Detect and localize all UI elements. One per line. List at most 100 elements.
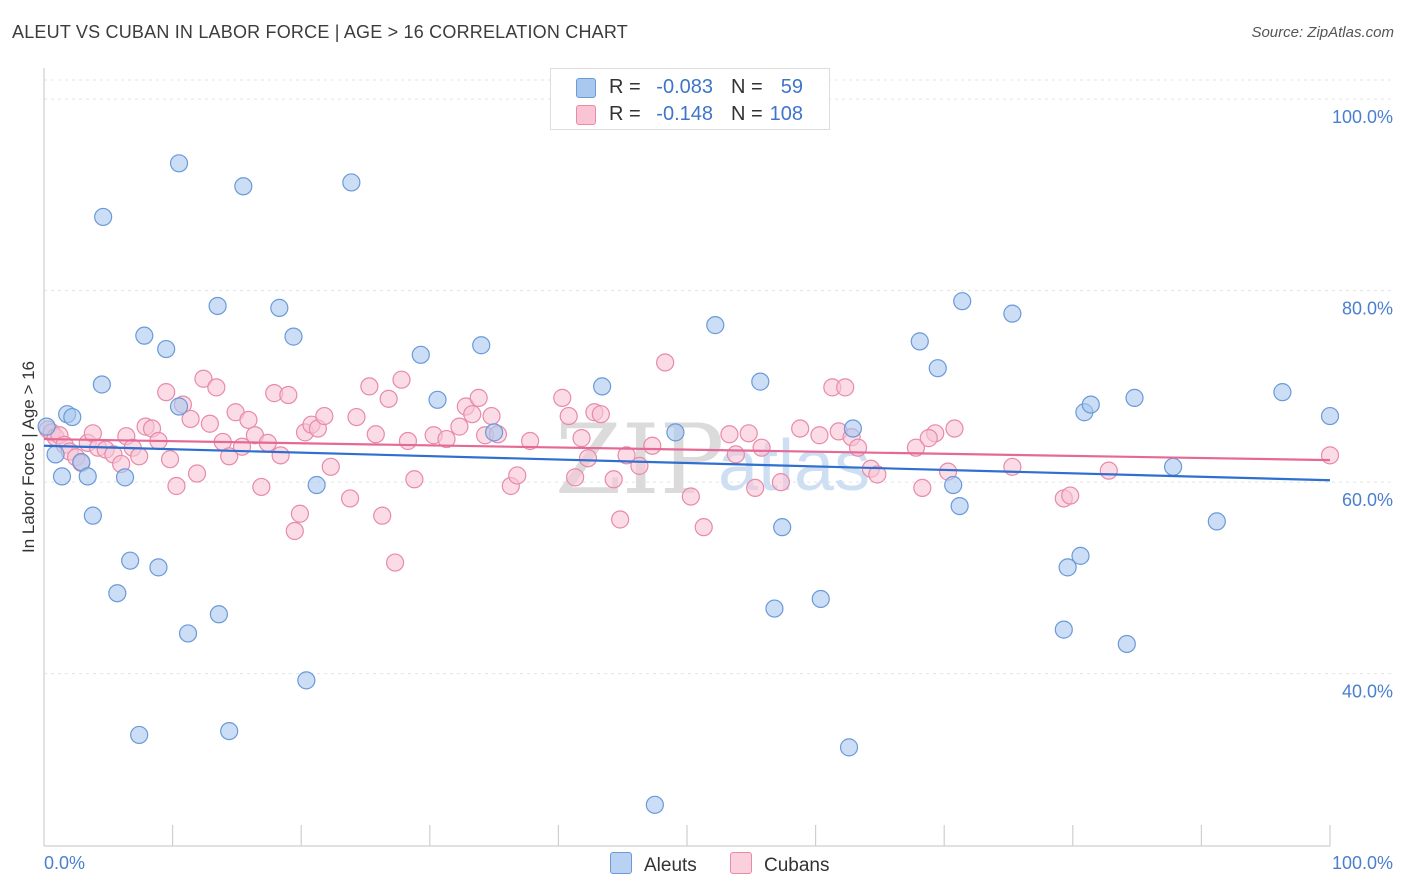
point-aleuts	[1273, 383, 1292, 402]
point-cubans	[279, 385, 298, 405]
point-cubans	[578, 449, 598, 468]
point-cubans	[572, 429, 591, 448]
point-cubans	[508, 466, 527, 485]
point-cubans	[945, 419, 964, 438]
point-cubans	[771, 473, 790, 492]
point-cubans	[791, 419, 810, 438]
y-axis-label: In Labor Force | Age > 16	[19, 361, 38, 553]
point-cubans	[130, 447, 149, 466]
point-cubans	[848, 438, 868, 457]
point-aleuts	[78, 467, 97, 486]
legend-row-aleuts: R = -0.083 N = 59	[551, 73, 829, 101]
point-cubans	[200, 414, 219, 433]
legend-r-label: R =	[609, 76, 641, 98]
point-cubans	[239, 410, 258, 430]
x-ticks	[172, 825, 1331, 846]
point-aleuts	[1071, 546, 1090, 565]
point-cubans	[321, 457, 340, 476]
point-cubans	[1061, 486, 1080, 505]
point-cubans	[919, 429, 938, 448]
point-cubans	[181, 409, 200, 429]
point-aleuts	[839, 738, 859, 757]
trend-line-cubans	[43, 437, 1331, 462]
point-cubans	[405, 470, 424, 489]
point-cubans	[553, 388, 572, 407]
point-cubans	[469, 388, 488, 407]
point-aleuts	[94, 207, 113, 227]
point-cubans	[611, 510, 630, 529]
legend-n-value: 59	[780, 76, 803, 98]
point-aleuts	[342, 173, 361, 192]
point-cubans	[194, 369, 213, 388]
point-aleuts	[953, 292, 972, 311]
point-aleuts	[284, 327, 303, 346]
point-aleuts	[52, 467, 72, 486]
y-tick-label: 80.0%	[1342, 299, 1393, 319]
legend-item-cubans[interactable]: Cubans	[730, 852, 830, 877]
point-cubans	[868, 465, 887, 484]
point-cubans	[617, 446, 636, 465]
points-layer	[37, 154, 1340, 814]
point-aleuts	[1320, 406, 1340, 426]
point-aleuts	[910, 332, 929, 351]
point-aleuts	[270, 298, 289, 317]
chart-title: ALEUT VS CUBAN IN LABOR FORCE | AGE > 16…	[12, 22, 628, 42]
point-aleuts	[135, 326, 154, 345]
point-cubans	[746, 478, 765, 497]
point-cubans	[720, 425, 739, 444]
point-cubans	[290, 504, 310, 523]
point-aleuts	[1054, 620, 1073, 639]
point-aleuts	[411, 345, 430, 364]
legend-swatch-aleuts	[576, 78, 596, 98]
point-aleuts	[472, 336, 491, 355]
point-aleuts	[593, 377, 612, 396]
point-aleuts	[1081, 395, 1100, 414]
point-cubans	[285, 521, 304, 541]
point-cubans	[463, 405, 482, 424]
stats-legend: R = -0.083 N = 59 R = -0.148 N = 108	[550, 68, 830, 130]
point-cubans	[482, 406, 501, 426]
point-cubans	[366, 425, 385, 444]
point-aleuts	[485, 423, 504, 442]
y-tick-label: 100.0%	[1332, 107, 1393, 127]
point-cubans	[220, 447, 239, 466]
trend-line-aleuts	[43, 444, 1331, 482]
point-aleuts	[169, 154, 189, 173]
point-aleuts	[83, 506, 102, 525]
point-aleuts	[843, 419, 862, 438]
point-aleuts	[706, 316, 725, 335]
legend-swatch-cubans	[730, 852, 752, 874]
legend-swatch-cubans	[576, 105, 596, 125]
point-aleuts	[751, 372, 770, 391]
point-aleuts	[645, 795, 664, 814]
point-cubans	[752, 438, 771, 457]
point-aleuts	[115, 468, 135, 487]
point-cubans	[252, 477, 271, 497]
point-cubans	[187, 464, 207, 483]
point-aleuts	[37, 417, 56, 436]
point-aleuts	[220, 721, 239, 741]
point-aleuts	[307, 475, 326, 495]
point-aleuts	[121, 551, 140, 570]
point-cubans	[437, 429, 456, 449]
point-cubans	[739, 424, 758, 443]
point-cubans	[385, 553, 405, 572]
point-aleuts	[178, 624, 198, 643]
legend-item-aleuts[interactable]: Aleuts	[610, 852, 697, 877]
point-aleuts	[169, 397, 189, 416]
legend-n-value: 108	[769, 103, 803, 125]
point-aleuts	[1003, 304, 1022, 323]
point-cubans	[559, 406, 578, 426]
legend-r-label: R =	[609, 103, 641, 125]
point-aleuts	[297, 671, 316, 690]
point-cubans	[810, 426, 829, 445]
point-cubans	[630, 456, 649, 475]
point-cubans	[836, 378, 855, 397]
point-aleuts	[149, 558, 168, 577]
point-aleuts	[1058, 558, 1077, 577]
point-aleuts	[666, 423, 685, 442]
point-aleuts	[773, 518, 792, 537]
point-cubans	[656, 353, 675, 372]
legend-swatch-aleuts	[610, 852, 632, 874]
